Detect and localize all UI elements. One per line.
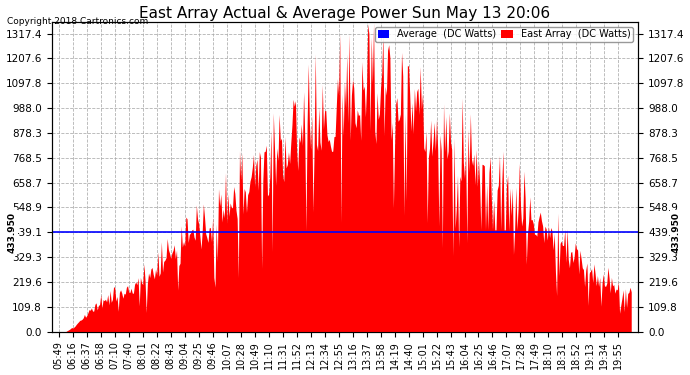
Text: 433.950: 433.950 [8,212,17,253]
Legend: Average  (DC Watts), East Array  (DC Watts): Average (DC Watts), East Array (DC Watts… [375,27,633,42]
Text: 433.950: 433.950 [672,212,681,253]
Text: Copyright 2018 Cartronics.com: Copyright 2018 Cartronics.com [7,17,148,26]
Title: East Array Actual & Average Power Sun May 13 20:06: East Array Actual & Average Power Sun Ma… [139,6,551,21]
